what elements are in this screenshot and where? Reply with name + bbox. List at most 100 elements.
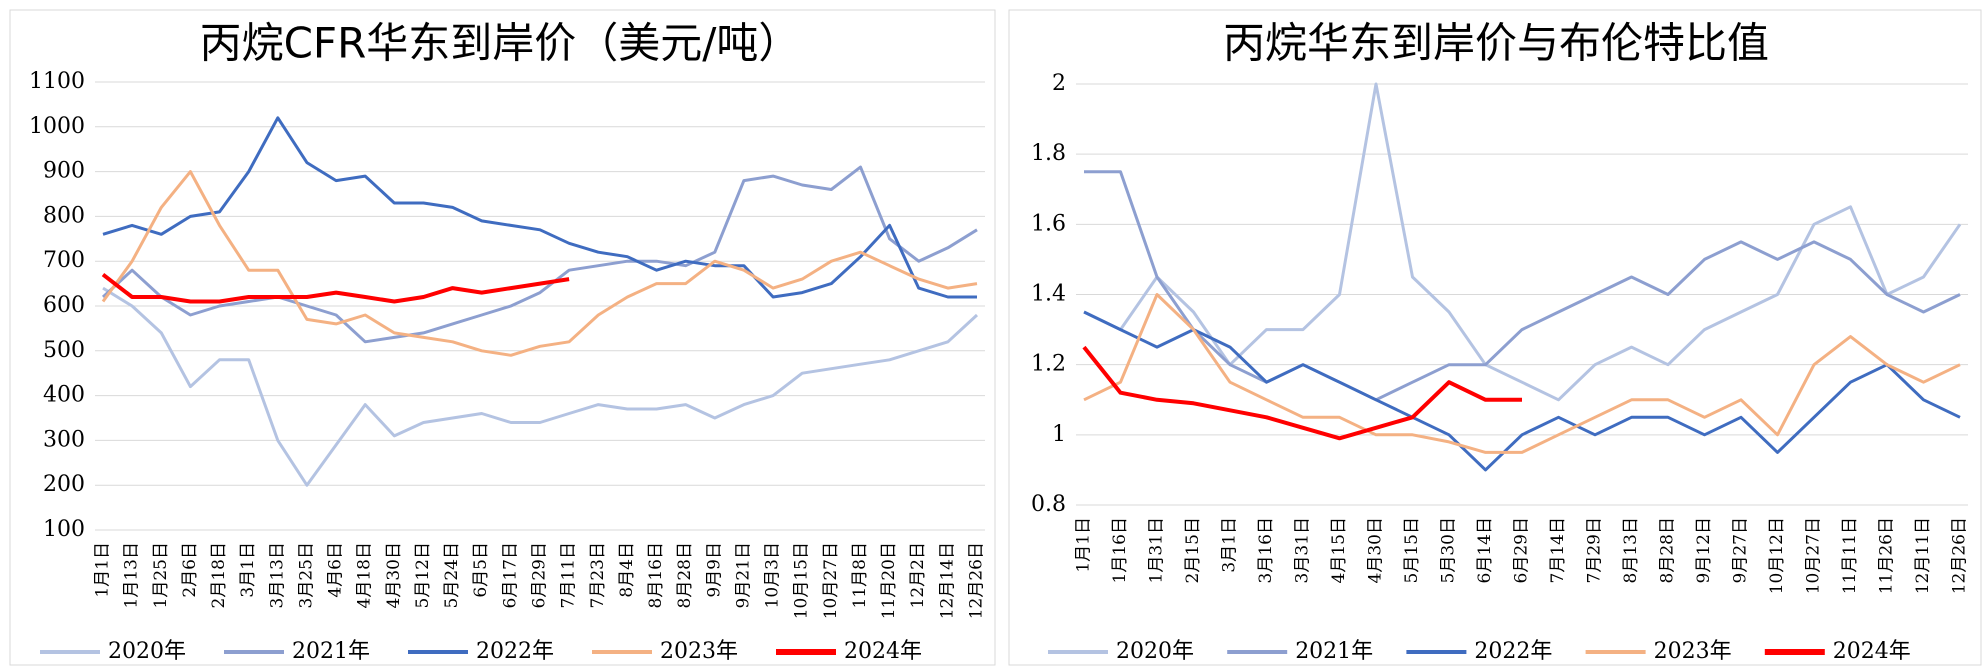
chart-border bbox=[9, 9, 996, 666]
x-tick-label: 3月1日 bbox=[1220, 517, 1240, 573]
y-tick-label: 1000 bbox=[29, 114, 85, 139]
x-tick-label: 6月29日 bbox=[530, 542, 550, 608]
x-tick-label: 4月30日 bbox=[1366, 517, 1386, 583]
x-tick-label: 1月1日 bbox=[93, 542, 113, 598]
x-tick-label: 9月9日 bbox=[704, 542, 724, 598]
x-tick-label: 10月3日 bbox=[763, 542, 783, 608]
x-tick-label: 10月15日 bbox=[792, 542, 812, 619]
legend-label: 2023年 bbox=[1654, 639, 1732, 664]
y-tick-label: 100 bbox=[43, 517, 85, 542]
chart-border bbox=[1008, 9, 1982, 666]
legend-label: 2024年 bbox=[844, 639, 922, 664]
legend-label: 2023年 bbox=[660, 639, 738, 664]
y-tick-label: 200 bbox=[43, 472, 85, 497]
x-tick-label: 8月4日 bbox=[617, 542, 637, 598]
legend-label: 2024年 bbox=[1833, 639, 1911, 664]
series-line bbox=[101, 170, 978, 357]
series-line bbox=[101, 165, 978, 344]
y-tick-label: 1 bbox=[1052, 422, 1066, 447]
x-tick-label: 11月11日 bbox=[1840, 517, 1860, 594]
y-tick-label: 800 bbox=[43, 203, 85, 228]
x-tick-label: 9月21日 bbox=[733, 542, 753, 608]
x-tick-label: 7月11日 bbox=[559, 542, 579, 608]
x-tick-label: 1月16日 bbox=[1110, 517, 1130, 583]
x-tick-label: 5月24日 bbox=[442, 542, 462, 608]
x-tick-label: 10月12日 bbox=[1767, 517, 1787, 594]
x-tick-label: 6月29日 bbox=[1512, 517, 1532, 583]
y-tick-label: 1.4 bbox=[1031, 282, 1066, 307]
y-tick-label: 1.2 bbox=[1031, 352, 1066, 377]
legend-label: 2021年 bbox=[292, 639, 370, 664]
series-line bbox=[1084, 170, 1961, 402]
x-tick-label: 10月27日 bbox=[1804, 517, 1824, 594]
y-tick-label: 1100 bbox=[29, 69, 85, 94]
series-line bbox=[1083, 293, 1961, 454]
x-tick-label: 5月12日 bbox=[413, 542, 433, 608]
x-tick-label: 12月26日 bbox=[967, 542, 987, 619]
x-tick-label: 8月28日 bbox=[1658, 517, 1678, 583]
x-tick-label: 8月28日 bbox=[675, 542, 695, 608]
x-tick-label: 1月13日 bbox=[122, 542, 142, 608]
x-tick-label: 1月25日 bbox=[151, 542, 171, 608]
x-tick-label: 2月15日 bbox=[1183, 517, 1203, 583]
y-tick-label: 300 bbox=[43, 427, 85, 452]
y-tick-label: 900 bbox=[43, 159, 85, 184]
x-tick-label: 5月15日 bbox=[1402, 517, 1422, 583]
x-tick-label: 2月6日 bbox=[180, 542, 200, 598]
y-tick-label: 700 bbox=[43, 248, 85, 273]
x-tick-label: 8月16日 bbox=[646, 542, 666, 608]
x-tick-label: 8月13日 bbox=[1621, 517, 1641, 583]
chart-title: 丙烷华东到岸价与布伦特比值 bbox=[1223, 19, 1769, 68]
x-tick-label: 3月16日 bbox=[1256, 517, 1276, 583]
x-tick-label: 9月27日 bbox=[1731, 517, 1751, 583]
series-line bbox=[1082, 345, 1522, 441]
y-tick-label: 500 bbox=[43, 338, 85, 363]
series-line bbox=[1083, 310, 1961, 472]
x-tick-label: 4月6日 bbox=[326, 542, 346, 598]
x-tick-label: 10月27日 bbox=[821, 542, 841, 619]
legend-label: 2022年 bbox=[476, 639, 554, 664]
x-tick-label: 1月1日 bbox=[1074, 517, 1094, 573]
x-tick-label: 7月23日 bbox=[588, 542, 608, 608]
x-tick-label: 6月14日 bbox=[1475, 517, 1495, 583]
y-tick-label: 2 bbox=[1052, 71, 1066, 96]
x-tick-label: 11月8日 bbox=[850, 542, 870, 608]
chart: 丙烷华东到岸价与布伦特比值 0.8 1 1.2 1.4 1.6 1.8 2 1月1日 1月16日 1… bbox=[1008, 9, 1982, 666]
x-tick-label: 2月18日 bbox=[209, 542, 229, 608]
x-tick-label: 3月25日 bbox=[296, 542, 316, 608]
x-tick-label: 3月31日 bbox=[1293, 517, 1313, 583]
x-tick-label: 6月5日 bbox=[471, 542, 491, 598]
y-tick-label: 1.8 bbox=[1031, 141, 1066, 166]
x-tick-label: 6月17日 bbox=[500, 542, 520, 608]
series-line bbox=[102, 116, 977, 299]
legend-label: 2021年 bbox=[1295, 639, 1373, 664]
x-tick-label: 5月30日 bbox=[1439, 517, 1459, 583]
x-tick-label: 4月18日 bbox=[355, 542, 375, 608]
x-tick-label: 3月13日 bbox=[267, 542, 287, 608]
x-tick-label: 11月26日 bbox=[1877, 517, 1897, 594]
legend-label: 2020年 bbox=[108, 639, 186, 664]
x-tick-label: 1月31日 bbox=[1147, 517, 1167, 583]
y-tick-label: 0.8 bbox=[1031, 492, 1066, 517]
series-line bbox=[102, 286, 979, 487]
x-tick-label: 3月1日 bbox=[238, 542, 258, 598]
x-tick-label: 12月26日 bbox=[1950, 517, 1970, 594]
chart-title: 丙烷CFR华东到岸价（美元/吨） bbox=[200, 19, 801, 68]
x-tick-label: 7月14日 bbox=[1548, 517, 1568, 583]
x-tick-label: 9月12日 bbox=[1694, 517, 1714, 583]
x-tick-label: 4月15日 bbox=[1329, 517, 1349, 583]
y-tick-label: 400 bbox=[43, 383, 85, 408]
x-tick-label: 4月30日 bbox=[384, 542, 404, 608]
y-tick-label: 600 bbox=[43, 293, 85, 318]
x-tick-label: 11月20日 bbox=[879, 542, 899, 619]
x-tick-label: 12月14日 bbox=[937, 542, 957, 619]
x-tick-label: 12月11日 bbox=[1913, 517, 1933, 594]
y-tick-label: 1.6 bbox=[1031, 211, 1066, 236]
chart: 丙烷CFR华东到岸价（美元/吨） 100 200 300 400 500 600 700 800… bbox=[9, 9, 996, 666]
x-tick-label: 7月29日 bbox=[1585, 517, 1605, 583]
legend-label: 2020年 bbox=[1116, 639, 1194, 664]
series-line bbox=[101, 273, 570, 304]
x-tick-label: 12月2日 bbox=[908, 542, 928, 608]
legend-label: 2022年 bbox=[1474, 639, 1552, 664]
